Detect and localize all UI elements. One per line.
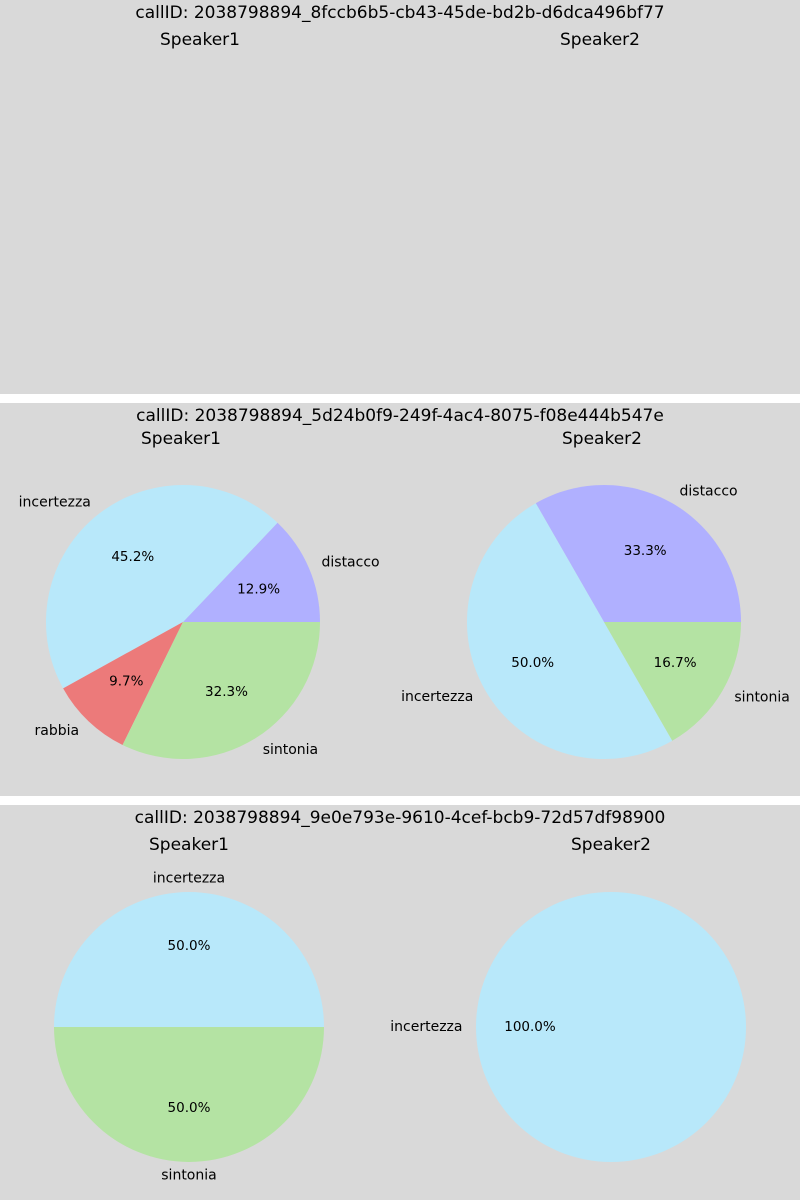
pct-label-sintonia: 32.3% [205,684,248,700]
pie-speaker2: 100.0% incertezza [390,892,746,1162]
subplot-title-speaker2: Speaker2 [562,429,642,449]
pie-slice-rabbia [63,622,184,745]
pie-slice-sintonia [54,1027,324,1162]
slice-label-distacco: distacco [680,484,738,500]
pie-slice-distacco [535,484,741,622]
pct-label-incertezza: 45.2% [111,549,154,565]
slice-label-incertezza: incertezza [401,689,473,705]
pct-label-incertezza: 50.0% [511,655,554,671]
subplot-title-speaker1: Speaker1 [149,835,229,855]
figure-title: callID: 2038798894_5d24b0f9-249f-4ac4-80… [136,406,664,426]
slice-label-sintonia: sintonia [161,1168,216,1184]
slice-label-sintonia: sintonia [263,742,318,758]
pie-slice-sintonia [604,622,741,741]
subplot-title-speaker1: Speaker1 [160,30,240,50]
call-figure-2: callID: 2038798894_5d24b0f9-249f-4ac4-80… [19,406,790,760]
call-panel-3: callID: 2038798894_9e0e793e-9610-4cef-bc… [0,805,800,1200]
slice-label-rabbia: rabbia [35,723,80,739]
call-figure-3: callID: 2038798894_9e0e793e-9610-4cef-bc… [54,808,746,1184]
pct-label-rabbia: 9.7% [109,674,143,690]
pie-speaker2: 33.3% distacco 50.0% incertezza 16.7% sintoni… [401,484,790,760]
pct-label-distacco: 12.9% [237,582,280,598]
pie-slice-incertezza [45,484,278,689]
call-figure-1: callID: 2038798894_8fccb6b5-cb43-45de-bd… [135,3,664,50]
slice-label-incertezza: incertezza [19,495,91,511]
pct-label-sintonia: 50.0% [168,1100,211,1116]
pct-label-incertezza: 100.0% [504,1019,556,1035]
call-panel-1: callID: 2038798894_8fccb6b5-cb43-45de-bd… [0,0,800,394]
pie-slice-incertezza [466,503,673,760]
pie-speaker1: 12.9% distacco 45.2% incertezza 9.7% rabbia 32… [19,484,380,759]
pie-slice-incertezza [54,892,324,1027]
subplot-title-speaker2: Speaker2 [571,835,651,855]
figure-title: callID: 2038798894_8fccb6b5-cb43-45de-bd… [135,3,664,23]
pct-label-incertezza: 50.0% [168,938,211,954]
pie-speaker1: 50.0% incertezza 50.0% sintonia [54,871,324,1184]
subplot-title-speaker2: Speaker2 [560,30,640,50]
pct-label-sintonia: 16.7% [654,655,697,671]
slice-label-sintonia: sintonia [734,690,789,706]
figure-title: callID: 2038798894_9e0e793e-9610-4cef-bc… [135,808,666,828]
slice-label-incertezza: incertezza [390,1019,462,1035]
slice-label-incertezza: incertezza [153,871,225,887]
pct-label-distacco: 33.3% [624,543,667,559]
subplot-title-speaker1: Speaker1 [141,429,221,449]
slice-label-distacco: distacco [322,555,380,571]
pie-slice-distacco [183,522,320,622]
call-panel-2: callID: 2038798894_5d24b0f9-249f-4ac4-80… [0,403,800,796]
pie-slice-sintonia [122,622,320,759]
pie-slice-incertezza [476,892,746,1162]
